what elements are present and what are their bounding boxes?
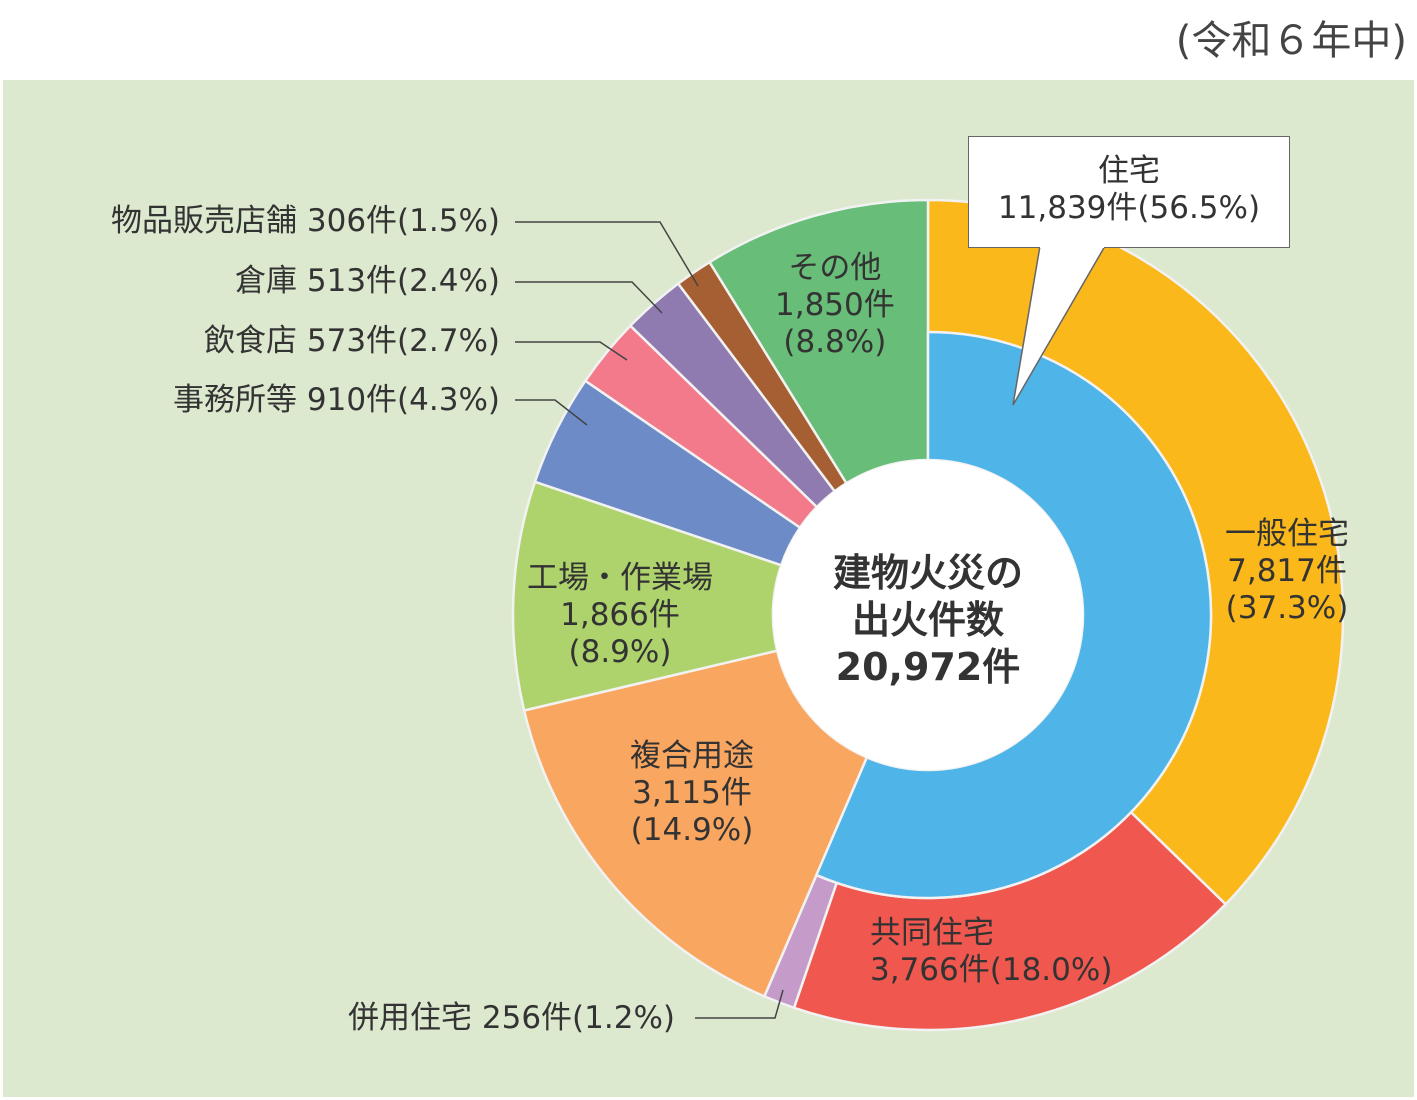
leader-line-restaurant xyxy=(515,341,628,361)
center-label-total: 20,972件 xyxy=(835,645,1021,689)
label-shop: 物品販売店舗 306件(1.5%) xyxy=(111,203,500,239)
leader-line-combined-house xyxy=(695,989,784,1019)
housing-name: 住宅 xyxy=(1098,153,1160,189)
label-restaurant: 飲食店 573件(2.7%) xyxy=(204,323,500,359)
center-hole xyxy=(773,460,1083,770)
housing-percent: (56.5%) xyxy=(1137,190,1261,226)
center-label-line1: 建物火災の xyxy=(832,551,1023,595)
leader-line-warehouse xyxy=(515,281,663,314)
center-label: 建物火災の 出火件数 20,972件 xyxy=(798,550,1058,691)
label-factory: 工場・作業場 1,866件 (8.9%) xyxy=(527,560,713,670)
leader-line-shop xyxy=(515,221,699,287)
leader-line-office xyxy=(515,399,588,426)
center-label-line2: 出火件数 xyxy=(851,598,1004,642)
label-apartment: 共同住宅 3,766件(18.0%) xyxy=(870,915,1113,988)
label-other: その他 1,850件 (8.8%) xyxy=(775,250,895,360)
period-note: (令和６年中) xyxy=(1175,18,1407,64)
label-office: 事務所等 910件(4.3%) xyxy=(173,382,500,418)
label-mixed-use: 複合用途 3,115件 (14.9%) xyxy=(630,738,754,848)
label-general-house: 一般住宅 7,817件 (37.3%) xyxy=(1225,516,1349,626)
label-combined-house: 併用住宅 256件(1.2%) xyxy=(348,1000,675,1036)
housing-callout: 住宅 11,839件(56.5%) xyxy=(968,136,1290,248)
housing-count: 11,839件 xyxy=(997,190,1138,226)
label-warehouse: 倉庫 513件(2.4%) xyxy=(235,263,500,299)
